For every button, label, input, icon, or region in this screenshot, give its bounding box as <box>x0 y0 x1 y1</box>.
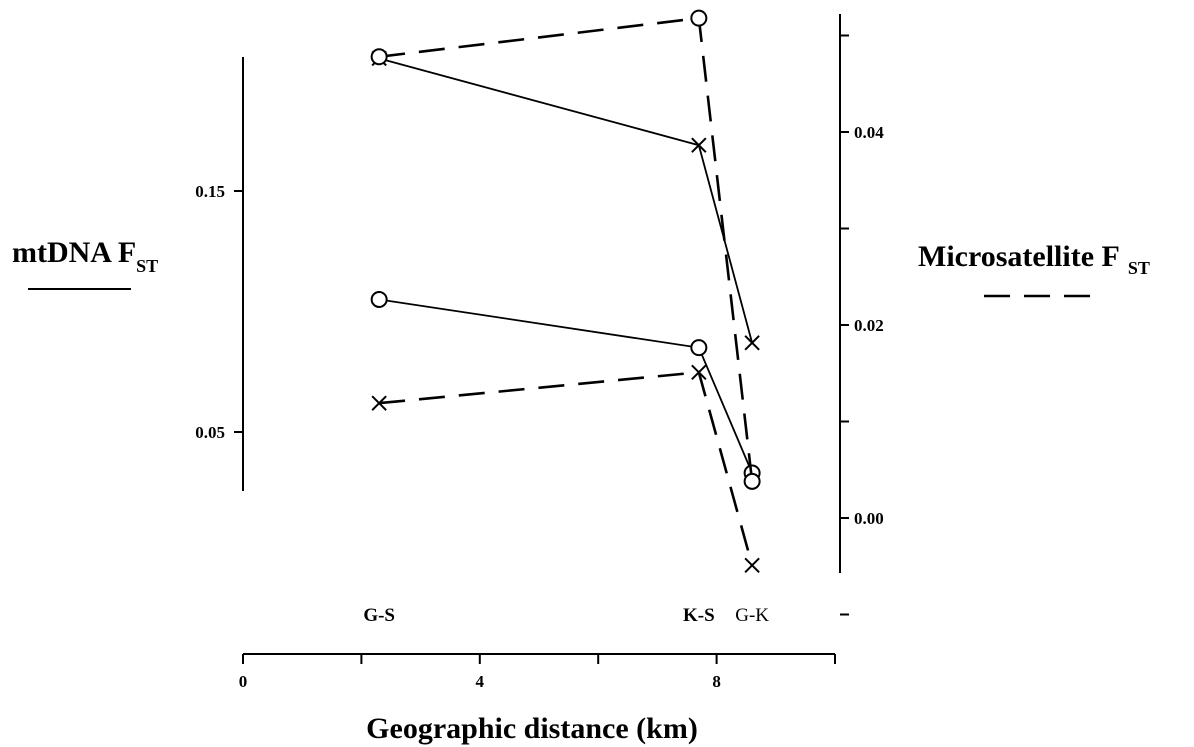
series-line-4 <box>379 370 754 566</box>
x-axis-tick-label: 4 <box>476 672 485 691</box>
x-marker <box>744 335 760 351</box>
x-marker-stroke <box>371 395 387 411</box>
x-marker <box>744 557 760 573</box>
left-axis-title-main: mtDNA F <box>12 236 136 269</box>
x-axis-tick-label: 0 <box>239 672 248 691</box>
series-layer <box>370 9 761 573</box>
pair-label: K-S <box>683 605 715 626</box>
x-marker <box>691 137 707 153</box>
x-axis-title: Geographic distance (km) <box>366 712 698 745</box>
left-axis-tick-label: 0.05 <box>195 423 225 442</box>
right-axis-title-sub: ST <box>1128 258 1150 278</box>
x-axis-tick-label: 8 <box>712 672 721 691</box>
right-axis-tick-label: 0.04 <box>854 123 884 142</box>
left-axis-title: mtDNA FST <box>12 236 158 276</box>
left-axis-title-sub: ST <box>136 256 158 276</box>
circle-marker <box>370 290 388 308</box>
left-axis-tick-label: 0.15 <box>195 182 225 201</box>
x-marker-stroke <box>744 335 760 351</box>
text-layer: mtDNA FST Microsatellite F ST Geographic … <box>12 236 1150 745</box>
pair-label: G-S <box>363 605 395 626</box>
circle-marker <box>690 9 708 27</box>
right-axis-title-main: Microsatellite F <box>918 240 1120 273</box>
x-marker-stroke <box>691 364 707 380</box>
x-marker-stroke <box>744 557 760 573</box>
x-marker <box>691 364 707 380</box>
circle-marker <box>690 339 708 357</box>
pair-label: G-K <box>735 605 769 626</box>
x-marker-stroke <box>691 137 707 153</box>
circle-marker <box>743 472 761 490</box>
right-axis-title: Microsatellite F ST <box>918 240 1150 278</box>
right-axis-tick-label: 0.02 <box>854 316 884 335</box>
series-line-3 <box>379 16 754 482</box>
right-axis-tick-label: 0.00 <box>854 509 884 528</box>
circle-marker <box>370 48 388 66</box>
axes: 0.05 0.15 0.00 0.02 0.04 0 4 8 G-S K-S G-K <box>195 14 884 691</box>
x-marker <box>371 395 387 411</box>
series-line-1 <box>378 57 753 344</box>
series-line-2 <box>379 298 753 474</box>
